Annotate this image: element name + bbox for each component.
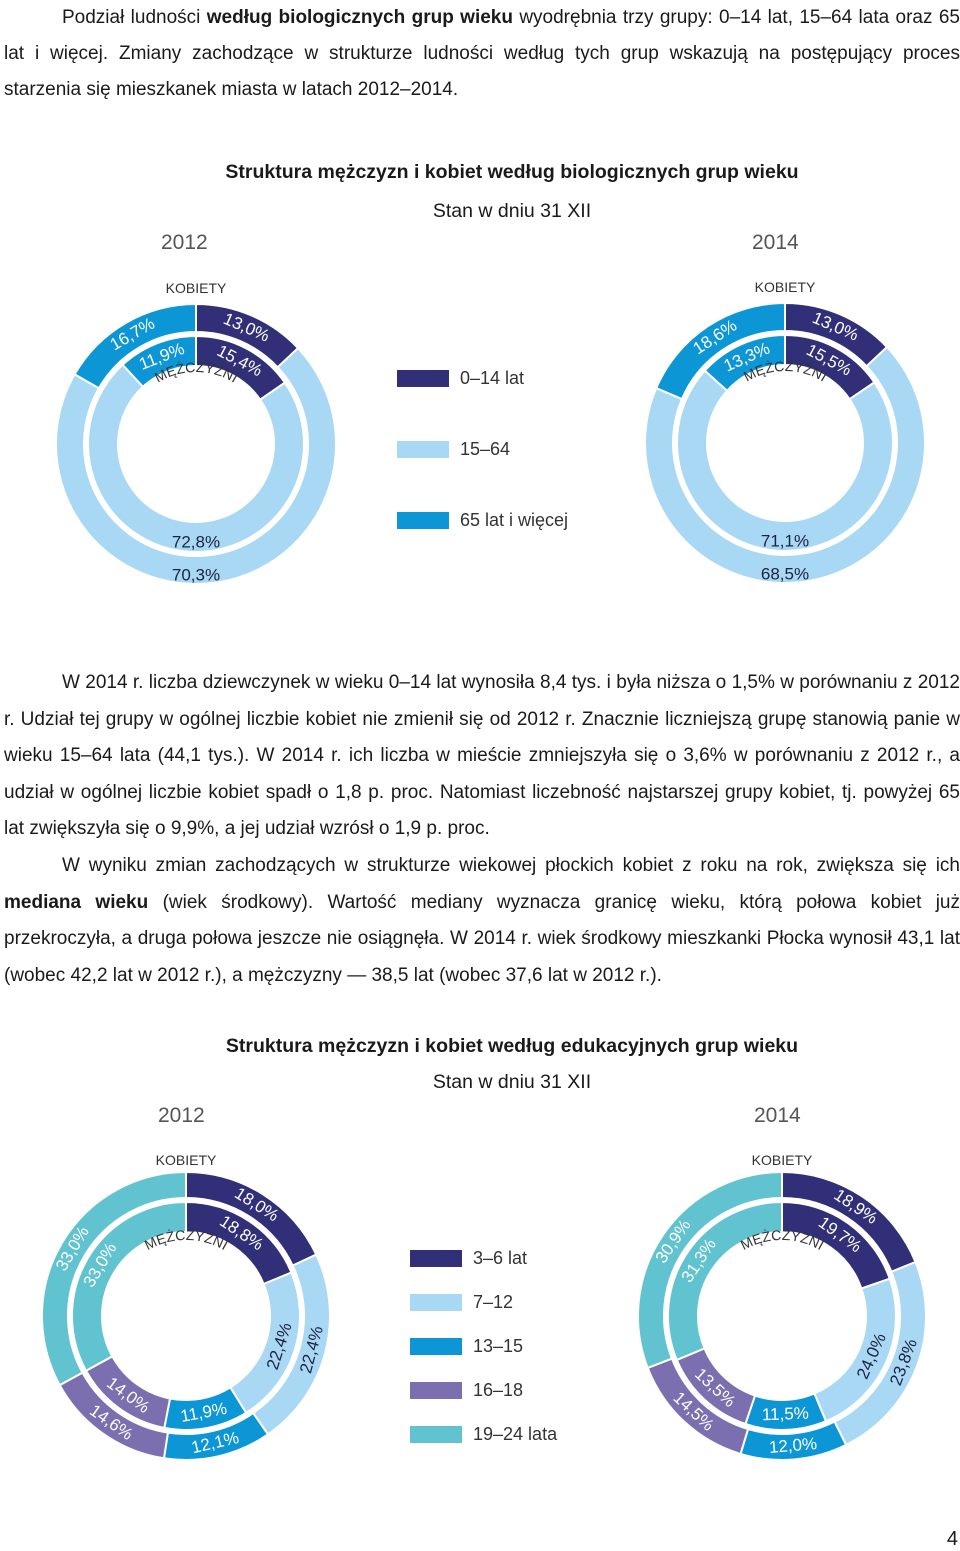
legend-label: 13–15 bbox=[473, 1336, 524, 1356]
donut2-women-segment-4 bbox=[41, 1170, 187, 1387]
legend-label: 19–24 lata bbox=[473, 1424, 558, 1444]
legend-label: 15–64 bbox=[460, 439, 511, 459]
intro-bold-term: według biologicznych grup wieku bbox=[206, 7, 513, 28]
legend-swatch bbox=[410, 1382, 462, 1399]
legend-item: 65 lat i więcej bbox=[397, 510, 657, 532]
body-text-1: W 2014 r. liczba dziewczynek w wieku 0–1… bbox=[4, 672, 960, 840]
legend-item: 16–18 bbox=[410, 1380, 670, 1402]
donut1-men-label-1: 71,1% bbox=[761, 531, 809, 550]
legend-label: 7–12 bbox=[473, 1292, 514, 1312]
figure1-subtitle: Stan w dniu 31 XII bbox=[432, 200, 592, 222]
donut3-women-segment-4 bbox=[637, 1170, 783, 1370]
body-paragraph: W 2014 r. liczba dziewczynek w wieku 0–1… bbox=[4, 665, 960, 994]
fig1-legend: 0–14 lat 15–64 65 lat i więcej bbox=[397, 368, 657, 538]
intro-text-2: wyodrębnia trzy grupy: 0–14 lat, 15–64 l… bbox=[4, 7, 960, 100]
donut1-men-segment-1 bbox=[676, 369, 894, 552]
donut2-women-name: KOBIETY bbox=[156, 1152, 217, 1168]
donut1-women-name: KOBIETY bbox=[755, 279, 816, 295]
legend-swatch bbox=[397, 441, 449, 458]
body-text-2: W wyniku zmian zachodzących w strukturze… bbox=[62, 854, 960, 876]
donut0-men-segment-2 bbox=[121, 334, 197, 389]
donut0-women-label-1: 70,3% bbox=[172, 565, 220, 584]
body-text-3: (wiek środkowy). Wartość mediany wyznacz… bbox=[4, 891, 960, 986]
fig1-right-year: 2014 bbox=[752, 231, 799, 254]
fig2-right-year: 2014 bbox=[754, 1104, 801, 1127]
legend-item: 7–12 bbox=[410, 1292, 670, 1314]
donut0-men-segment-1 bbox=[87, 363, 305, 553]
donut1-women-label-1: 68,5% bbox=[761, 564, 809, 583]
figure1-title: Struktura mężczyzn i kobiet według biolo… bbox=[225, 161, 799, 183]
donut3-men-segment-4 bbox=[667, 1200, 783, 1362]
donut3-men-label-2: 11,5% bbox=[762, 1404, 810, 1425]
fig2-left-year: 2012 bbox=[158, 1104, 205, 1127]
legend-item: 13–15 bbox=[410, 1336, 670, 1358]
legend-swatch bbox=[410, 1294, 462, 1311]
donut0-women-segment-1 bbox=[55, 346, 337, 585]
donut1-men-segment-2 bbox=[703, 333, 786, 393]
legend-label: 65 lat i więcej bbox=[460, 510, 569, 530]
legend-label: 16–18 bbox=[473, 1380, 524, 1400]
donut0-men-label-1: 72,8% bbox=[172, 532, 220, 551]
legend-swatch bbox=[397, 370, 449, 387]
donut1-women-segment-2 bbox=[654, 301, 786, 401]
legend-item: 19–24 lata bbox=[410, 1424, 670, 1446]
donut0-women-name: KOBIETY bbox=[166, 280, 227, 296]
intro-paragraph: Podział ludności według biologicznych gr… bbox=[4, 0, 960, 108]
intro-text-1: Podział ludności bbox=[62, 7, 207, 28]
legend-item: 15–64 bbox=[397, 439, 657, 461]
legend-label: 0–14 lat bbox=[460, 368, 525, 388]
body-bold-median: mediana wieku bbox=[4, 891, 149, 913]
figure2-subtitle: Stan w dniu 31 XII bbox=[432, 1071, 592, 1093]
fig2-legend: 3–6 lat 7–12 13–15 16–18 19–24 lata bbox=[410, 1248, 670, 1448]
donut0-women-segment-2 bbox=[73, 302, 197, 390]
legend-swatch bbox=[410, 1426, 462, 1443]
donut1-women-segment-1 bbox=[644, 345, 926, 584]
page-number: 4 bbox=[946, 1528, 958, 1550]
donut2-men-segment-4 bbox=[71, 1200, 187, 1373]
figure2-title: Struktura mężczyzn i kobiet według eduka… bbox=[225, 1035, 799, 1057]
legend-item: 0–14 lat bbox=[397, 368, 657, 390]
legend-swatch bbox=[410, 1338, 462, 1355]
legend-swatch bbox=[397, 512, 449, 529]
donut3-women-label-2: 12,0% bbox=[768, 1434, 818, 1457]
donut3-women-name: KOBIETY bbox=[752, 1152, 813, 1168]
legend-swatch bbox=[410, 1250, 462, 1267]
legend-label: 3–6 lat bbox=[473, 1248, 528, 1268]
legend-item: 3–6 lat bbox=[410, 1248, 670, 1270]
fig1-left-year: 2012 bbox=[161, 231, 208, 254]
